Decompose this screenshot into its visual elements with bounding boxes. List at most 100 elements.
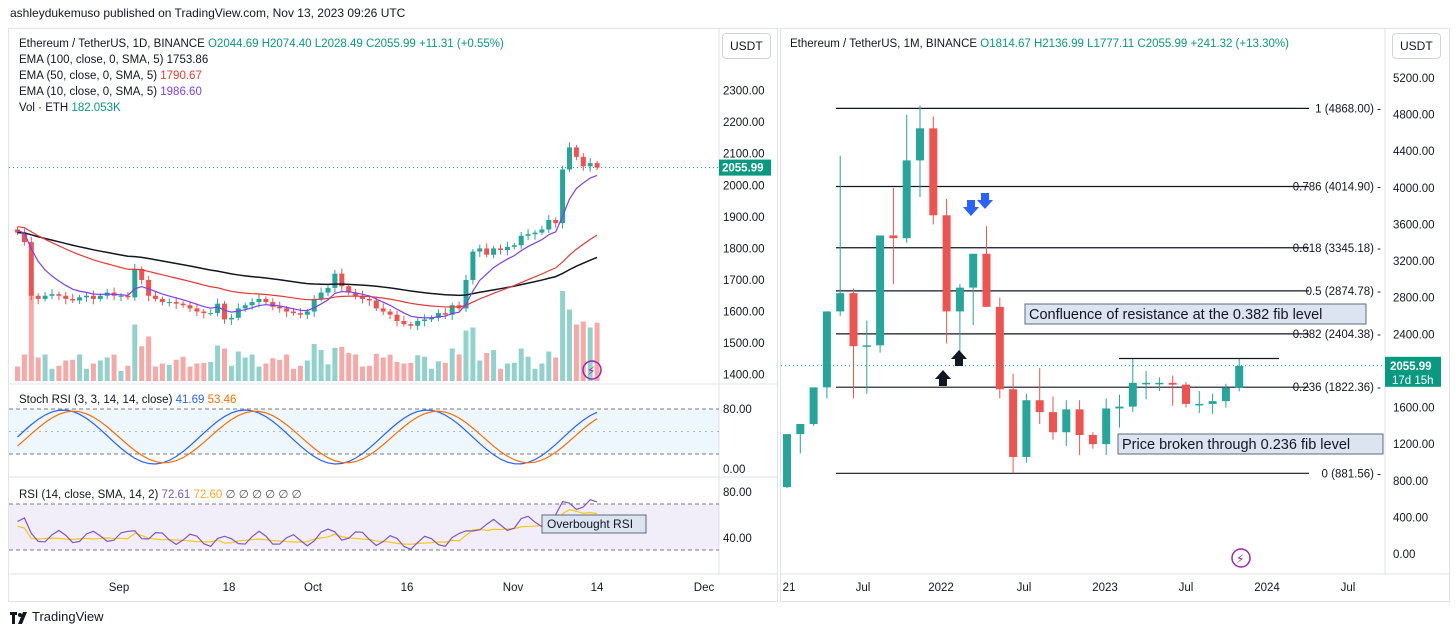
time-tick-label: 18 xyxy=(223,582,236,594)
right-ohlc: O1814.67 H2136.99 L1777.11 C2055.99 +241… xyxy=(980,38,1289,50)
left-currency-button[interactable]: USDT xyxy=(722,33,771,59)
left-symbol[interactable]: Ethereum / TetherUS, 1D, BINANCE xyxy=(19,38,205,50)
down-arrow-icon xyxy=(963,200,979,216)
volume-bar xyxy=(546,351,552,381)
volume-bar xyxy=(111,354,117,381)
price-tick-label: 3600.00 xyxy=(1393,219,1435,231)
candle-body xyxy=(325,287,331,293)
right-currency-button[interactable]: USDT xyxy=(1392,33,1441,59)
time-tick-label: Jul xyxy=(1179,582,1194,594)
rsi-line xyxy=(17,499,598,551)
volume-legend[interactable]: Vol · ETH 182.053K xyxy=(19,102,121,114)
price-tick-label: 3200.00 xyxy=(1393,256,1435,268)
candle-body xyxy=(311,298,317,312)
price-tick-label: 1500.00 xyxy=(723,338,765,350)
right-chart-panel[interactable]: 5200.00 4800.00 4400.00 4000.00 3600.00 3200.… xyxy=(780,28,1450,602)
candle-body xyxy=(876,235,885,346)
ema10-value: 1986.60 xyxy=(160,86,202,98)
footer-brand[interactable]: TradingView xyxy=(10,609,104,624)
volume-bar xyxy=(256,366,262,381)
volume-bar xyxy=(42,354,48,381)
candle-body xyxy=(484,248,490,255)
volume-bar xyxy=(518,348,524,381)
candle-body xyxy=(836,293,845,312)
stoch-legend[interactable]: Stoch RSI (3, 3, 14, 14, close) 41.69 53… xyxy=(19,394,236,406)
ema10-legend[interactable]: EMA (10, close, 0, SMA, 5) 1986.60 xyxy=(19,86,202,98)
right-chart-canvas[interactable]: 5200.00 4800.00 4400.00 4000.00 3600.00 3200.… xyxy=(781,29,1449,601)
time-tick-label: 2024 xyxy=(1254,582,1280,594)
candle-body xyxy=(902,160,911,239)
candle-body xyxy=(125,295,131,298)
volume-bar xyxy=(208,362,214,381)
right-legend-main: Ethereum / TetherUS, 1M, BINANCE O1814.6… xyxy=(790,38,1289,50)
volume-bar xyxy=(498,368,503,381)
candle-body xyxy=(401,321,407,325)
stoch-tick-label: 0.00 xyxy=(723,464,745,476)
volume-bar xyxy=(35,357,41,381)
candle-body xyxy=(332,273,338,288)
candle-body xyxy=(353,292,359,296)
candle-body xyxy=(77,297,83,301)
volume-bar xyxy=(525,356,531,381)
candle-body xyxy=(1235,365,1244,388)
candle-body xyxy=(587,163,593,167)
candle-body xyxy=(783,434,791,488)
ema100-legend[interactable]: EMA (100, close, 0, SMA, 5) 1753.86 xyxy=(19,54,208,66)
candle-body xyxy=(408,324,414,326)
volume-bar xyxy=(366,365,372,381)
time-tick-label: Dec xyxy=(694,582,715,594)
alert-icon xyxy=(582,360,602,380)
candle-body xyxy=(567,147,572,170)
ema100-value: 1753.86 xyxy=(166,54,209,66)
candle-body xyxy=(373,300,379,309)
right-symbol[interactable]: Ethereum / TetherUS, 1M, BINANCE xyxy=(790,38,978,50)
price-tick-label: 1200.00 xyxy=(1393,439,1435,451)
time-tick-label: 2022 xyxy=(928,582,954,594)
volume-bar xyxy=(587,327,593,381)
candle-body xyxy=(256,298,262,303)
up-arrow-icon xyxy=(951,350,967,366)
candle-body xyxy=(1022,400,1031,457)
candle-body xyxy=(1195,403,1204,406)
candle-body xyxy=(1182,384,1190,404)
candle-body xyxy=(862,345,871,347)
stoch-d-value: 53.46 xyxy=(207,394,237,406)
candle-body xyxy=(291,311,296,314)
down-arrow-icon xyxy=(977,193,993,209)
left-open: O2044.69 xyxy=(207,38,259,50)
candle-body xyxy=(235,308,241,318)
candle-body xyxy=(580,156,586,167)
ema100-label: EMA (100, close, 0, SMA, 5) xyxy=(19,54,164,66)
candle-body xyxy=(318,292,324,299)
price-tick-label: 2100.00 xyxy=(723,149,765,161)
volume-bar xyxy=(346,353,352,381)
volume-bar xyxy=(15,366,20,381)
volume-bar xyxy=(139,346,145,381)
volume-bar xyxy=(125,365,131,381)
rsi-legend[interactable]: RSI (14, close, SMA, 14, 2) 72.61 72.60 … xyxy=(19,487,302,501)
volume-bar xyxy=(118,371,124,381)
volume-bar xyxy=(573,324,579,381)
alert-icon xyxy=(1231,548,1251,568)
volume-bar xyxy=(56,365,62,381)
rsi-extra-values: ∅ ∅ ∅ ∅ ∅ ∅ xyxy=(225,489,302,501)
volume-bar xyxy=(504,363,510,381)
left-chart-canvas[interactable]: 2300.00 2200.00 2100.00 2000.00 1900.00 1800.… xyxy=(9,29,777,601)
candle-body xyxy=(194,308,200,312)
volume-bar xyxy=(235,351,241,381)
volume-bar xyxy=(463,330,469,381)
candle-body xyxy=(139,268,145,280)
volume-bar xyxy=(159,363,165,381)
volume-bar xyxy=(21,354,27,381)
right-close: C2055.99 xyxy=(1137,38,1188,50)
ema50-legend[interactable]: EMA (50, close, 0, SMA, 5) 1790.67 xyxy=(19,70,202,82)
volume-bar xyxy=(153,366,158,381)
volume-bar xyxy=(173,359,179,381)
price-tick-label: 2400.00 xyxy=(1393,329,1435,341)
volume-bar xyxy=(325,364,331,381)
volume-bar xyxy=(215,345,221,381)
left-chart-panel[interactable]: 2300.00 2200.00 2100.00 2000.00 1900.00 1800.… xyxy=(8,28,778,602)
time-tick-label: 21 xyxy=(783,582,796,594)
volume-bar xyxy=(222,348,227,381)
volume-bar xyxy=(297,365,303,381)
